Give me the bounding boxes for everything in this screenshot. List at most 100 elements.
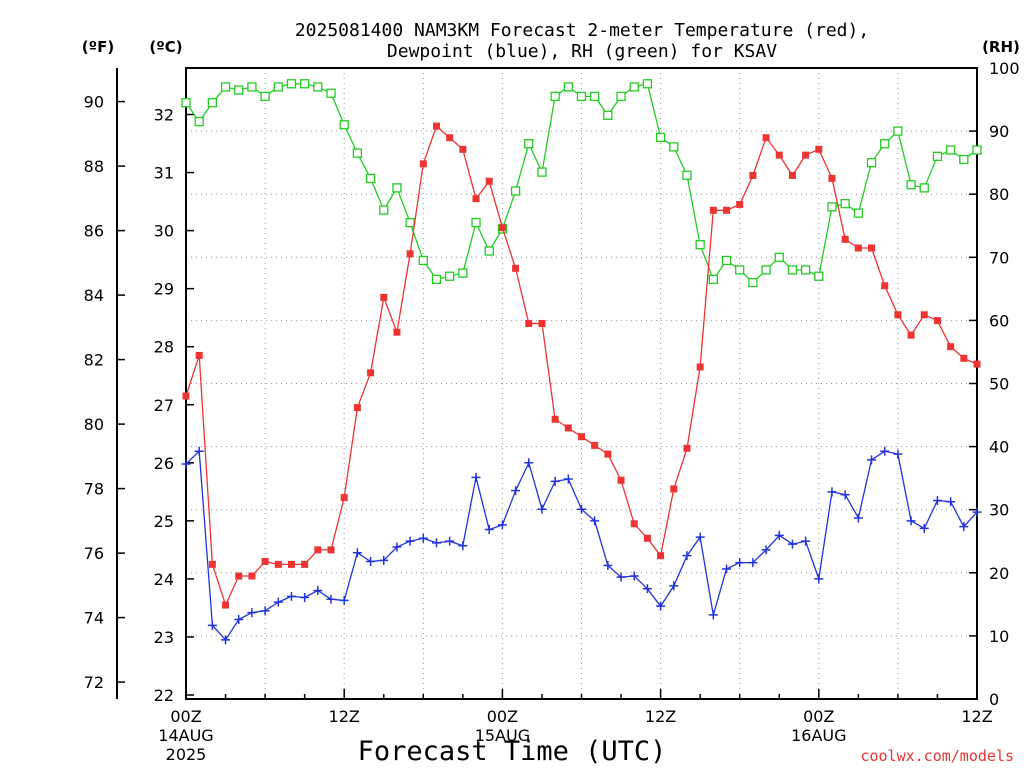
- temperature-point: [683, 444, 691, 452]
- dewpoint-point: [260, 606, 270, 616]
- temperature-point: [340, 494, 348, 502]
- dewpoint-point: [286, 591, 296, 601]
- fahrenheit-tick-label: 72: [84, 673, 104, 692]
- rh-point: [339, 120, 349, 130]
- celsius-tick-label: 24: [154, 570, 174, 589]
- temperature-point: [182, 392, 190, 400]
- temperature-point: [380, 293, 388, 301]
- fahrenheit-tick-label: 90: [84, 93, 104, 112]
- dewpoint-point: [840, 490, 850, 500]
- rh-point: [181, 98, 191, 108]
- dewpoint-point: [247, 608, 257, 618]
- rh-point: [431, 274, 442, 285]
- dewpoint-point: [919, 523, 929, 533]
- temperature-point: [538, 319, 546, 327]
- rh-point: [563, 82, 573, 92]
- temperature-point: [208, 560, 216, 568]
- fahrenheit-tick-label: 88: [84, 157, 104, 176]
- dewpoint-point: [234, 615, 244, 625]
- temperature-point: [512, 264, 520, 272]
- rh-point: [365, 173, 376, 184]
- rh-point: [735, 265, 745, 275]
- dewpoint-point: [590, 516, 600, 526]
- dewpoint-point: [194, 446, 204, 456]
- dewpoint-point: [471, 472, 481, 482]
- rh-point: [866, 157, 877, 168]
- chart-subtitle: Dewpoint (blue), RH (green) for KSAV: [387, 41, 777, 62]
- fahrenheit-tick-label: 76: [84, 544, 104, 563]
- dewpoint-point: [748, 558, 758, 568]
- rh-point: [379, 205, 389, 215]
- rh-point: [603, 110, 613, 120]
- temperature-point: [195, 351, 203, 359]
- dewpoint-point: [300, 592, 310, 602]
- temperature-point: [788, 171, 796, 179]
- x-tick-date: 16AUG: [791, 726, 846, 745]
- temperature-point: [815, 145, 823, 153]
- rh-point: [945, 145, 956, 155]
- dewpoint-point: [972, 507, 982, 517]
- temperature-point: [406, 250, 414, 258]
- dewpoint-point: [867, 455, 877, 465]
- temperature-point: [446, 134, 454, 142]
- rh-point: [682, 170, 692, 180]
- celsius-tick-label: 26: [154, 454, 174, 473]
- rh-point: [695, 240, 705, 250]
- rh-point: [906, 180, 916, 190]
- x-tick-year: 2025: [166, 745, 207, 764]
- rh-point: [721, 255, 732, 266]
- temperature-point: [459, 145, 467, 153]
- temperature-point: [920, 311, 928, 319]
- fahrenheit-tick-label: 80: [84, 415, 104, 434]
- rh-point: [418, 255, 428, 266]
- axis-layer: 72 74 76 78 80 82 84 86 88 90 22 23 24 25 26 27 28 29 30 31…: [84, 59, 1020, 764]
- temperature-point: [274, 560, 282, 568]
- temperature-point: [617, 476, 625, 484]
- rh-point: [220, 82, 231, 92]
- rh-point: [299, 79, 310, 89]
- dewpoint-point: [682, 551, 692, 561]
- rh-point: [458, 268, 468, 278]
- grid-layer: [186, 68, 977, 699]
- rh-tick-label: 30: [989, 501, 1009, 520]
- dewpoint-point: [339, 595, 349, 605]
- rh-axis-unit: (RH): [982, 38, 1020, 56]
- x-axis-label: Forecast Time (UTC): [358, 736, 667, 767]
- rh-tick-label: 70: [989, 248, 1009, 267]
- rh-point: [471, 217, 481, 228]
- credit-text: coolwx.com/models: [860, 747, 1014, 765]
- dewpoint-point: [629, 571, 639, 581]
- temperature-point: [261, 557, 269, 565]
- temperature-point: [472, 195, 480, 203]
- rh-point: [655, 132, 666, 143]
- temperature-point: [868, 244, 876, 252]
- rh-point: [273, 82, 283, 92]
- rh-point: [484, 246, 494, 256]
- dewpoint-point: [801, 536, 811, 546]
- rh-point: [550, 91, 560, 102]
- rh-point: [445, 271, 455, 281]
- temperature-point: [525, 319, 533, 327]
- temperature-point: [367, 369, 375, 377]
- rh-tick-label: 0: [989, 690, 999, 709]
- dewpoint-point: [708, 610, 718, 620]
- temperature-point: [933, 317, 941, 325]
- rh-point: [234, 85, 244, 95]
- fahrenheit-tick-label: 82: [84, 351, 104, 370]
- temperature-point: [841, 235, 849, 243]
- temperature-point: [301, 560, 309, 568]
- celsius-tick-label: 29: [154, 280, 174, 299]
- dewpoint-point: [722, 564, 732, 574]
- dewpoint-point: [827, 487, 837, 497]
- temperature-point: [498, 224, 506, 232]
- dewpoint-point: [946, 497, 956, 507]
- temperature-point: [907, 331, 915, 339]
- dewpoint-point: [273, 597, 283, 607]
- rh-point: [247, 82, 257, 92]
- temperature-point: [393, 328, 401, 336]
- rh-point: [616, 91, 626, 102]
- temperature-point: [222, 601, 230, 609]
- dewpoint-point: [405, 536, 415, 546]
- rh-point: [840, 199, 850, 209]
- rh-point: [313, 82, 323, 92]
